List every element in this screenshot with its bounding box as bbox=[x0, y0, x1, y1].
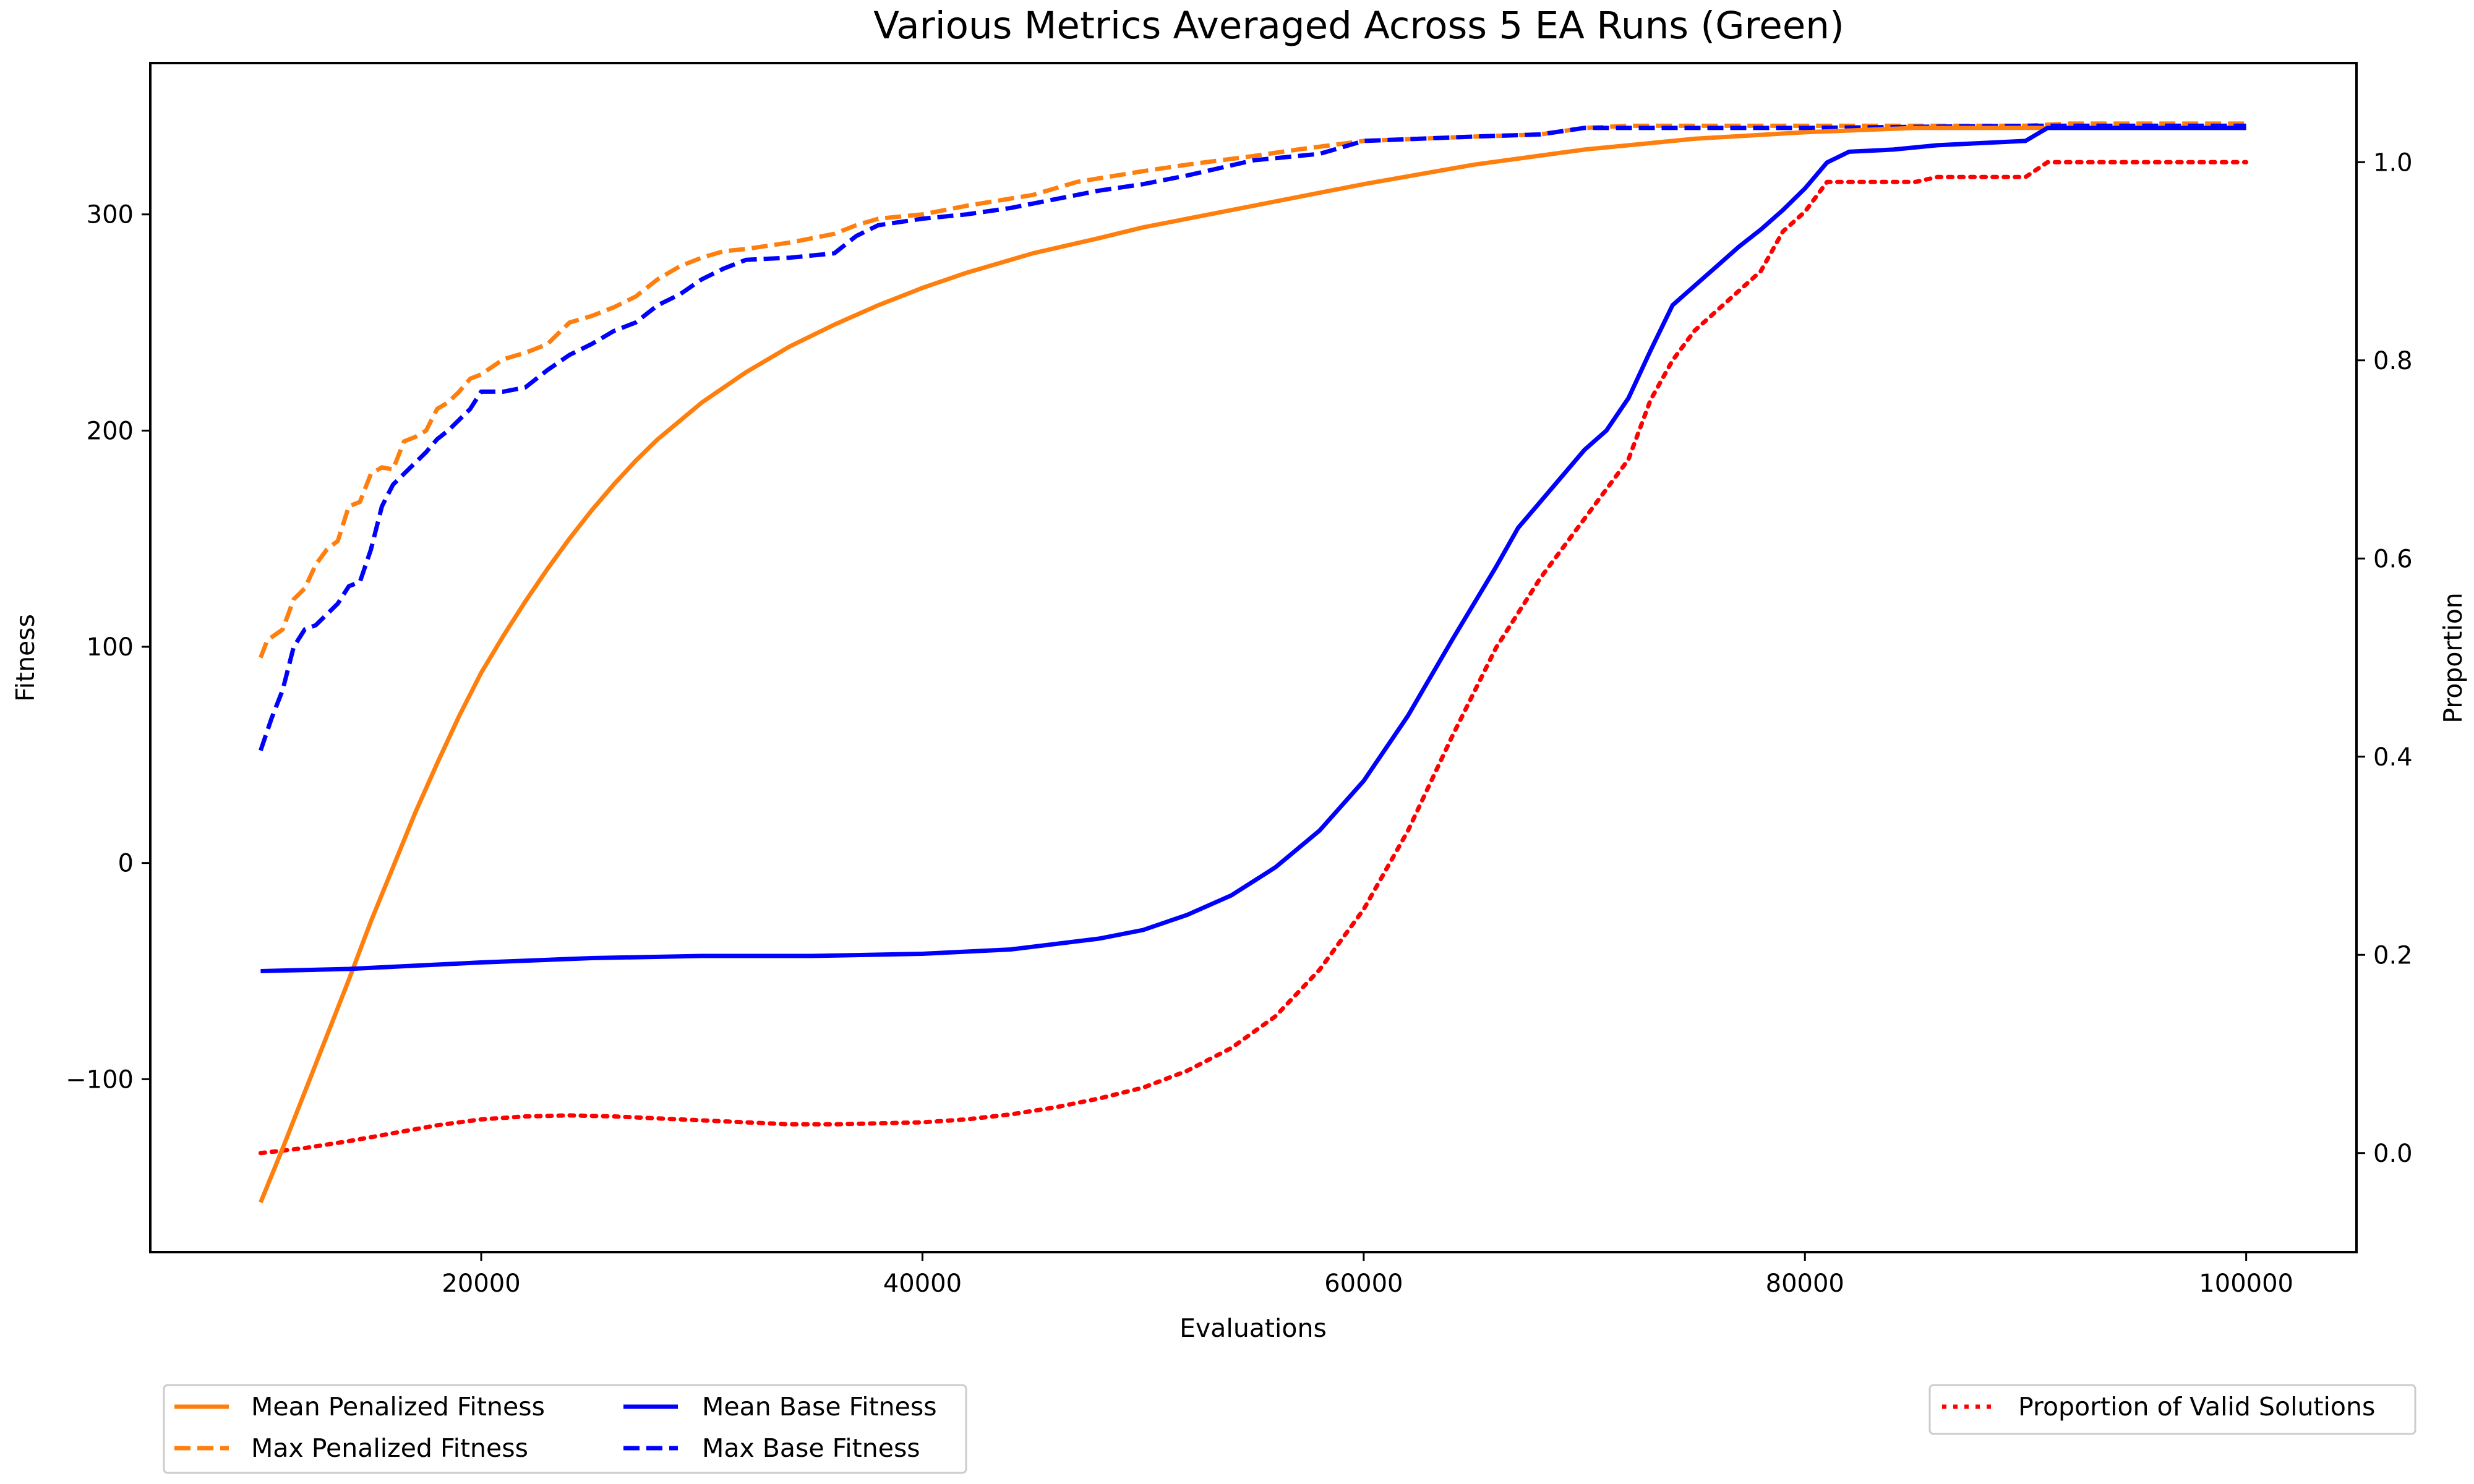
y-axis-label: Fitness bbox=[11, 614, 40, 702]
y2-tick-label: 0.4 bbox=[2373, 743, 2413, 772]
x-tick-label: 20000 bbox=[442, 1269, 520, 1298]
y2-tick-label: 0.2 bbox=[2373, 941, 2413, 970]
plot-frame bbox=[149, 62, 2358, 1253]
legend-label-valid-proportion: Proportion of Valid Solutions bbox=[2018, 1392, 2375, 1422]
y-tick-label: 200 bbox=[87, 417, 134, 445]
y-tick-label: −100 bbox=[66, 1065, 134, 1094]
y-tick-label: 0 bbox=[118, 850, 134, 878]
y-tick-label: 300 bbox=[87, 201, 134, 229]
legend-label-max-base: Max Base Fitness bbox=[702, 1433, 920, 1463]
chart-title: Various Metrics Averaged Across 5 EA Run… bbox=[873, 4, 1844, 48]
x-tick-label: 60000 bbox=[1324, 1269, 1403, 1298]
y-tick-label: 100 bbox=[87, 633, 134, 662]
legend-right-frame bbox=[1928, 1384, 2416, 1435]
plot-area bbox=[258, 121, 2249, 1203]
series-line-mean-penalized-fitness bbox=[259, 126, 2246, 1203]
series-line-proportion-of-valid-solutions bbox=[258, 160, 2249, 1156]
x-axis: 20000 40000 60000 80000 100000 bbox=[442, 1252, 2293, 1298]
legend-left-frame bbox=[163, 1384, 967, 1474]
x-tick-label: 40000 bbox=[883, 1269, 962, 1298]
y2-tick-label: 1.0 bbox=[2373, 148, 2413, 177]
x-tick-label: 100000 bbox=[2199, 1269, 2293, 1298]
y2-tick-label: 0.0 bbox=[2373, 1140, 2413, 1168]
legend-label-max-penalized: Max Penalized Fitness bbox=[251, 1433, 528, 1463]
y2-tick-label: 0.6 bbox=[2373, 545, 2413, 573]
y2-axis-label: Proportion bbox=[2438, 592, 2468, 723]
x-axis-label: Evaluations bbox=[1179, 1313, 1327, 1343]
y2-tick-label: 0.8 bbox=[2373, 347, 2413, 375]
y-axis-left: −100 0 100 200 300 bbox=[66, 201, 150, 1094]
series-line-max-base-fitness bbox=[259, 123, 2246, 751]
legend-label-mean-penalized: Mean Penalized Fitness bbox=[251, 1392, 545, 1422]
legend-right: Proportion of Valid Solutions bbox=[1928, 1384, 2416, 1435]
legend-left: Mean Penalized Fitness Max Penalized Fit… bbox=[163, 1384, 967, 1474]
y-axis-right: 0.0 0.2 0.4 0.6 0.8 1.0 bbox=[2356, 148, 2413, 1168]
series-line-mean-base-fitness bbox=[260, 126, 2246, 973]
series-line-max-penalized-fitness bbox=[259, 121, 2246, 659]
legend-label-mean-base: Mean Base Fitness bbox=[702, 1392, 937, 1422]
x-tick-label: 80000 bbox=[1766, 1269, 1844, 1298]
